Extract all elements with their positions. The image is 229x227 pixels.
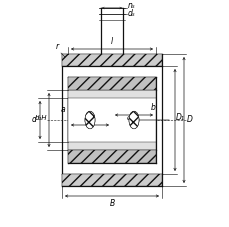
Text: d: d [32, 116, 37, 124]
Ellipse shape [128, 111, 138, 129]
Text: b: b [150, 104, 155, 113]
Text: nₛ: nₛ [128, 2, 135, 10]
Text: B: B [109, 199, 114, 208]
Bar [62, 174, 161, 186]
Text: a: a [60, 106, 65, 114]
Bar [68, 90, 155, 150]
Text: dₛ: dₛ [128, 10, 135, 18]
Text: r: r [56, 42, 59, 51]
Text: D: D [186, 116, 192, 124]
Text: d₂G: d₂G [126, 115, 139, 121]
Ellipse shape [85, 111, 95, 129]
Bar [68, 98, 155, 142]
Ellipse shape [128, 111, 138, 129]
Ellipse shape [85, 111, 95, 129]
Text: l: l [110, 37, 113, 46]
Bar [62, 54, 161, 66]
Text: d₁H: d₁H [34, 115, 47, 121]
Bar [68, 150, 155, 163]
Bar [68, 77, 155, 90]
Text: D₁: D₁ [175, 114, 184, 123]
